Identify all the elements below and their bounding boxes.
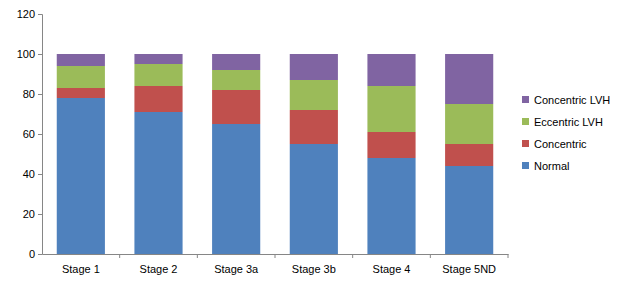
x-tick: Stage 5ND: [442, 254, 508, 275]
x-tick-label: Stage 5ND: [442, 263, 496, 275]
y-tick-label: 20: [23, 208, 35, 220]
bar-segment: [57, 66, 105, 88]
x-tick-label: Stage 1: [62, 263, 100, 275]
bar-segment: [212, 90, 260, 124]
x-tick-mark: [352, 254, 353, 258]
bar-segment: [290, 110, 338, 144]
y-tick-mark: [38, 94, 42, 95]
y-tick-mark: [38, 134, 42, 135]
x-tick-label: Stage 3a: [214, 263, 259, 275]
x-tick-mark: [430, 254, 431, 258]
y-tick-mark: [38, 214, 42, 215]
legend-label: Normal: [534, 160, 569, 172]
y-tick: 80: [23, 88, 42, 100]
x-tick: Stage 3a: [214, 254, 275, 275]
y-tick: 60: [23, 128, 42, 140]
y-tick-mark: [38, 54, 42, 55]
legend-swatch: [522, 96, 529, 103]
x-tick-mark: [197, 254, 198, 258]
x-tick-mark: [508, 254, 509, 258]
bar-segment: [290, 144, 338, 254]
legend-label: Eccentric LVH: [534, 116, 603, 128]
y-tick: 20: [23, 208, 42, 220]
y-tick-mark: [38, 174, 42, 175]
bar-segment: [212, 124, 260, 254]
bar-segment: [57, 88, 105, 98]
legend-label: Concentric: [534, 138, 587, 150]
y-tick-label: 0: [29, 248, 35, 260]
y-axis-line: [38, 15, 43, 255]
bar-segment: [134, 64, 182, 86]
bar-segment: [134, 54, 182, 64]
legend-swatch: [522, 140, 529, 147]
bar-segment: [290, 54, 338, 80]
bar-segment: [290, 80, 338, 110]
y-tick-label: 120: [17, 8, 35, 20]
legend-swatch: [522, 162, 529, 169]
legend: Concentric LVH Eccentric LVH Concentric Nor…: [522, 94, 610, 172]
legend-label: Concentric LVH: [534, 94, 610, 106]
y-tick-mark: [38, 14, 42, 15]
bar-segment: [445, 166, 493, 254]
y-tick: 40: [23, 168, 42, 180]
bar-segment: [367, 86, 415, 132]
bar-segment: [57, 54, 105, 66]
x-tick-mark: [119, 254, 120, 258]
bars: [57, 54, 493, 254]
y-axis: 0 20 40 60 80 100 120: [17, 8, 43, 260]
x-axis: Stage 1 Stage 2 Stage 3a Stage 3b Stage 4 Sta…: [43, 254, 509, 275]
y-tick: 100: [17, 48, 42, 60]
legend-swatch: [522, 118, 529, 125]
bar-segment: [367, 54, 415, 86]
x-tick: Stage 4: [373, 254, 431, 275]
chart: 020406080100120Stage 1Stage 2Stage 3aSta…: [0, 0, 632, 288]
bar-segment: [445, 54, 493, 104]
y-tick-mark: [38, 254, 42, 255]
bar-segment: [212, 54, 260, 70]
x-tick-label: Stage 4: [373, 263, 411, 275]
bar-segment: [367, 158, 415, 254]
x-tick: Stage 1: [62, 254, 120, 275]
x-tick-label: Stage 3b: [292, 263, 336, 275]
bar-segment: [445, 104, 493, 144]
y-tick-label: 40: [23, 168, 35, 180]
bar-segment: [57, 98, 105, 254]
y-tick: 0: [29, 248, 42, 260]
y-tick: 120: [17, 8, 42, 20]
y-tick-label: 60: [23, 128, 35, 140]
x-tick-label: Stage 2: [140, 263, 178, 275]
x-tick: Stage 3b: [292, 254, 353, 275]
bar-segment: [367, 132, 415, 158]
bar-segment: [134, 86, 182, 112]
y-tick-label: 80: [23, 88, 35, 100]
bar-segment: [134, 112, 182, 254]
bar-segment: [212, 70, 260, 90]
bar-segment: [445, 144, 493, 166]
x-tick-mark: [275, 254, 276, 258]
y-tick-label: 100: [17, 48, 35, 60]
x-tick: Stage 2: [140, 254, 198, 275]
